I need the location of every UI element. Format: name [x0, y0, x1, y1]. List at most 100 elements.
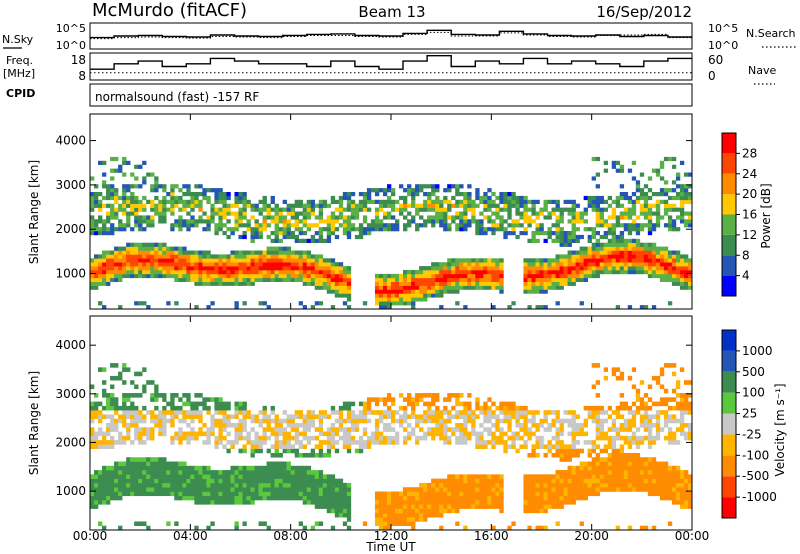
- velocity-cell: [559, 495, 564, 501]
- power-cell: [230, 277, 235, 282]
- velocity-cell: [663, 470, 669, 475]
- nsky-series: [90, 29, 692, 39]
- nsearch-label: N.Search: [746, 27, 796, 40]
- velocity-cell: [559, 500, 564, 505]
- power-cell: [338, 207, 344, 212]
- velocity-cell: [374, 508, 380, 514]
- power-cell: [539, 211, 544, 216]
- velocity-cell: [667, 491, 673, 497]
- velocity-cell: [495, 474, 500, 479]
- velocity-cell: [635, 435, 641, 441]
- power-cell: [539, 305, 544, 310]
- power-cell: [475, 227, 480, 232]
- power-cell: [378, 277, 384, 282]
- power-cell: [575, 273, 580, 279]
- power-cell: [230, 273, 235, 279]
- power-cell: [571, 227, 576, 232]
- velocity-cell: [607, 457, 613, 462]
- velocity-cell: [338, 495, 344, 501]
- power-cell: [487, 219, 492, 224]
- power-cell: [226, 203, 231, 208]
- power-cell: [318, 254, 324, 259]
- power-cell: [411, 289, 416, 294]
- velocity-cell: [238, 478, 243, 484]
- power-cell: [290, 270, 295, 275]
- velocity-cell: [491, 414, 496, 420]
- power-cell: [607, 231, 613, 236]
- velocity-cell: [427, 508, 432, 514]
- power-cell: [403, 227, 408, 232]
- power-cell: [302, 273, 308, 279]
- power-cell: [118, 203, 123, 208]
- velocity-cell: [663, 491, 669, 497]
- power-cell: [427, 203, 432, 208]
- velocity-cell: [210, 500, 215, 505]
- velocity-cell: [475, 495, 480, 501]
- velocity-cell: [423, 487, 428, 492]
- velocity-cell: [386, 500, 392, 505]
- velocity-cell: [455, 423, 460, 428]
- velocity-cell: [647, 491, 653, 497]
- velocity-cell: [214, 405, 219, 411]
- power-cell: [142, 176, 147, 181]
- velocity-cell: [230, 474, 235, 479]
- power-cell: [423, 270, 428, 275]
- velocity-colorbar-tick-label-0: -1000: [742, 490, 777, 504]
- power-cell: [419, 273, 424, 279]
- velocity-cell: [238, 431, 243, 437]
- velocity-cell: [258, 491, 263, 497]
- power-cell: [150, 242, 155, 247]
- velocity-cell: [158, 474, 163, 479]
- velocity-cell: [278, 423, 283, 428]
- power-cell: [575, 234, 580, 240]
- velocity-cell: [174, 491, 179, 497]
- velocity-cell: [687, 380, 693, 385]
- velocity-cell: [523, 474, 528, 479]
- power-cell: [595, 184, 600, 189]
- power-cell: [655, 258, 661, 263]
- velocity-cell: [130, 465, 135, 471]
- velocity-cell: [503, 444, 508, 449]
- power-cell: [567, 219, 572, 224]
- velocity-cell: [551, 423, 556, 428]
- velocity-colorbar-swatch-4: [722, 413, 736, 435]
- power-cell: [467, 219, 472, 224]
- velocity-cell: [435, 397, 440, 402]
- power-cell: [158, 246, 163, 251]
- power-cell: [178, 227, 183, 232]
- velocity-cell: [595, 474, 600, 479]
- power-cell: [507, 203, 512, 208]
- velocity-cell: [374, 431, 380, 437]
- velocity-cell: [170, 474, 175, 479]
- velocity-cell: [631, 418, 637, 424]
- power-cell: [623, 211, 629, 216]
- power-cell: [274, 231, 279, 236]
- velocity-cell: [659, 461, 665, 467]
- velocity-cell: [419, 512, 424, 518]
- velocity-cell: [487, 410, 492, 415]
- power-cell: [483, 281, 488, 286]
- velocity-cell: [114, 375, 119, 381]
- velocity-cell: [386, 410, 392, 415]
- velocity-cell: [250, 491, 255, 497]
- velocity-cell: [162, 393, 167, 398]
- power-cell: [338, 289, 344, 294]
- velocity-cell: [242, 500, 247, 505]
- velocity-cell: [286, 423, 291, 428]
- power-cell: [483, 258, 488, 263]
- velocity-cell: [142, 465, 147, 471]
- power-cell: [182, 254, 187, 259]
- power-cell: [354, 211, 360, 216]
- power-cell: [527, 207, 532, 212]
- power-cell: [463, 273, 468, 279]
- velocity-cell: [663, 482, 669, 488]
- velocity-cell: [250, 444, 255, 449]
- velocity-cell: [619, 470, 625, 475]
- velocity-cell: [158, 470, 163, 475]
- velocity-cell: [667, 470, 673, 475]
- power-cell: [615, 258, 621, 263]
- power-cell: [487, 195, 492, 201]
- power-cell: [627, 250, 633, 255]
- power-cell: [198, 199, 203, 204]
- velocity-cell: [150, 397, 155, 402]
